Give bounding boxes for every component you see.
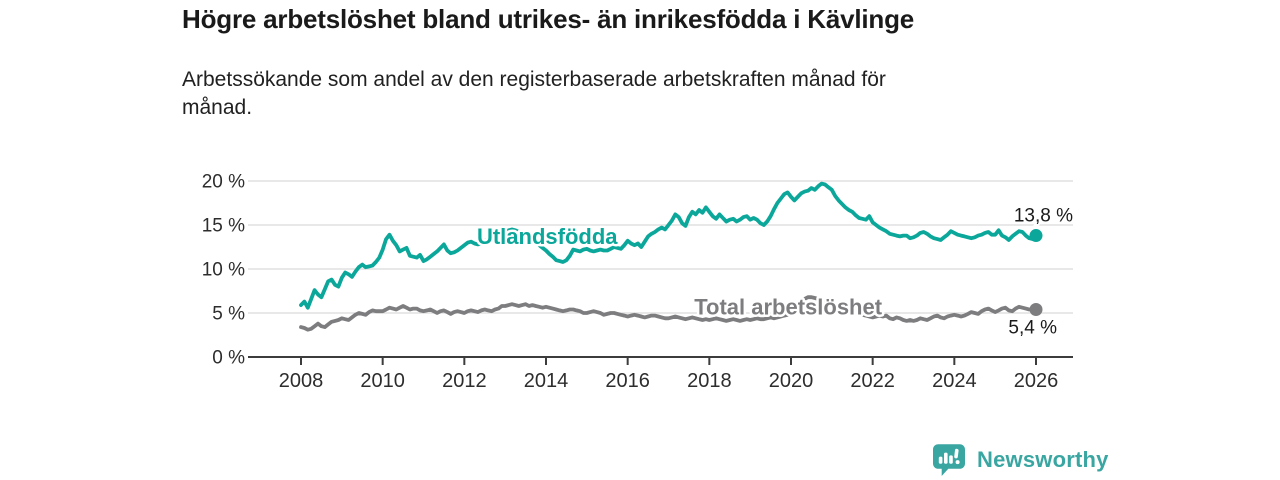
total-end-dot <box>1029 302 1043 316</box>
y-tick-label: 5 % <box>212 304 245 325</box>
total-series-label: Total arbetslöshet <box>694 294 883 319</box>
speech-bubble-shape <box>933 444 965 476</box>
newsworthy-brand-name: Newsworthy <box>977 447 1109 472</box>
utlandsfodda-series-label: Utlandsfödda <box>477 224 618 249</box>
x-tick-label: 2024 <box>932 370 977 392</box>
utlandsfodda-line <box>299 181 1038 310</box>
x-tick-label: 2010 <box>360 370 405 392</box>
x-tick-label: 2020 <box>769 370 814 392</box>
y-tick-label: 0 % <box>212 348 245 369</box>
y-tick-label: 20 % <box>202 172 245 193</box>
bar-chart-glyph <box>938 448 960 465</box>
chart-title: Högre arbetslöshet bland utrikes- än inr… <box>182 4 915 34</box>
x-tick-label: 2012 <box>442 370 487 392</box>
x-tick-label: 2016 <box>605 370 650 392</box>
x-tick-label: 2018 <box>687 370 732 392</box>
utlandsfodda-end-value-label: 13,8 % <box>1014 206 1073 227</box>
x-tick-label: 2014 <box>524 370 569 392</box>
y-tick-label: 10 % <box>202 260 245 281</box>
utlandsfodda-end-dot <box>1029 229 1043 243</box>
total-end-value-label: 5,4 % <box>1008 317 1057 338</box>
x-tick-label: 2026 <box>1014 370 1059 392</box>
total-line <box>299 295 1038 332</box>
unemployment-line-chart: 2008 2010 2012 2014 2016 2018 2020 2022 2024 2026… <box>202 172 1075 393</box>
newsworthy-logo-icon <box>933 444 965 476</box>
y-tick-label: 15 % <box>202 216 245 237</box>
newsworthy-brand[interactable]: Newsworthy <box>932 443 1109 477</box>
chart-subtitle: Arbetssökande som andel av den registerb… <box>182 68 886 119</box>
x-tick-label: 2022 <box>850 370 895 392</box>
x-tick-label: 2008 <box>279 370 324 392</box>
